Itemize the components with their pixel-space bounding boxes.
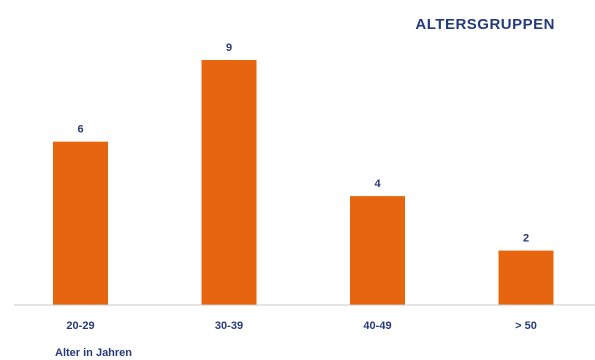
chart-title: ALTERSGRUPPEN bbox=[415, 16, 555, 33]
x-tick-label-40-49: 40-49 bbox=[363, 320, 391, 332]
bar-50 bbox=[498, 250, 554, 305]
value-label-50: 2 bbox=[523, 233, 529, 245]
value-labels-group: 6 9 4 2 bbox=[77, 42, 529, 245]
x-tick-label-50: > 50 bbox=[515, 320, 537, 332]
x-axis-title: Alter in Jahren bbox=[55, 347, 132, 359]
bars-group bbox=[53, 60, 554, 305]
x-tick-label-30-39: 30-39 bbox=[215, 320, 243, 332]
value-label-20-29: 6 bbox=[77, 124, 83, 136]
value-label-40-49: 4 bbox=[374, 178, 381, 190]
bar-40-49 bbox=[350, 196, 405, 305]
x-tick-labels-group: 20-29 30-39 40-49 > 50 bbox=[66, 320, 536, 332]
bar-30-39 bbox=[201, 60, 257, 305]
x-tick-label-20-29: 20-29 bbox=[66, 320, 94, 332]
value-label-30-39: 9 bbox=[226, 42, 232, 54]
bar-20-29 bbox=[53, 141, 108, 305]
